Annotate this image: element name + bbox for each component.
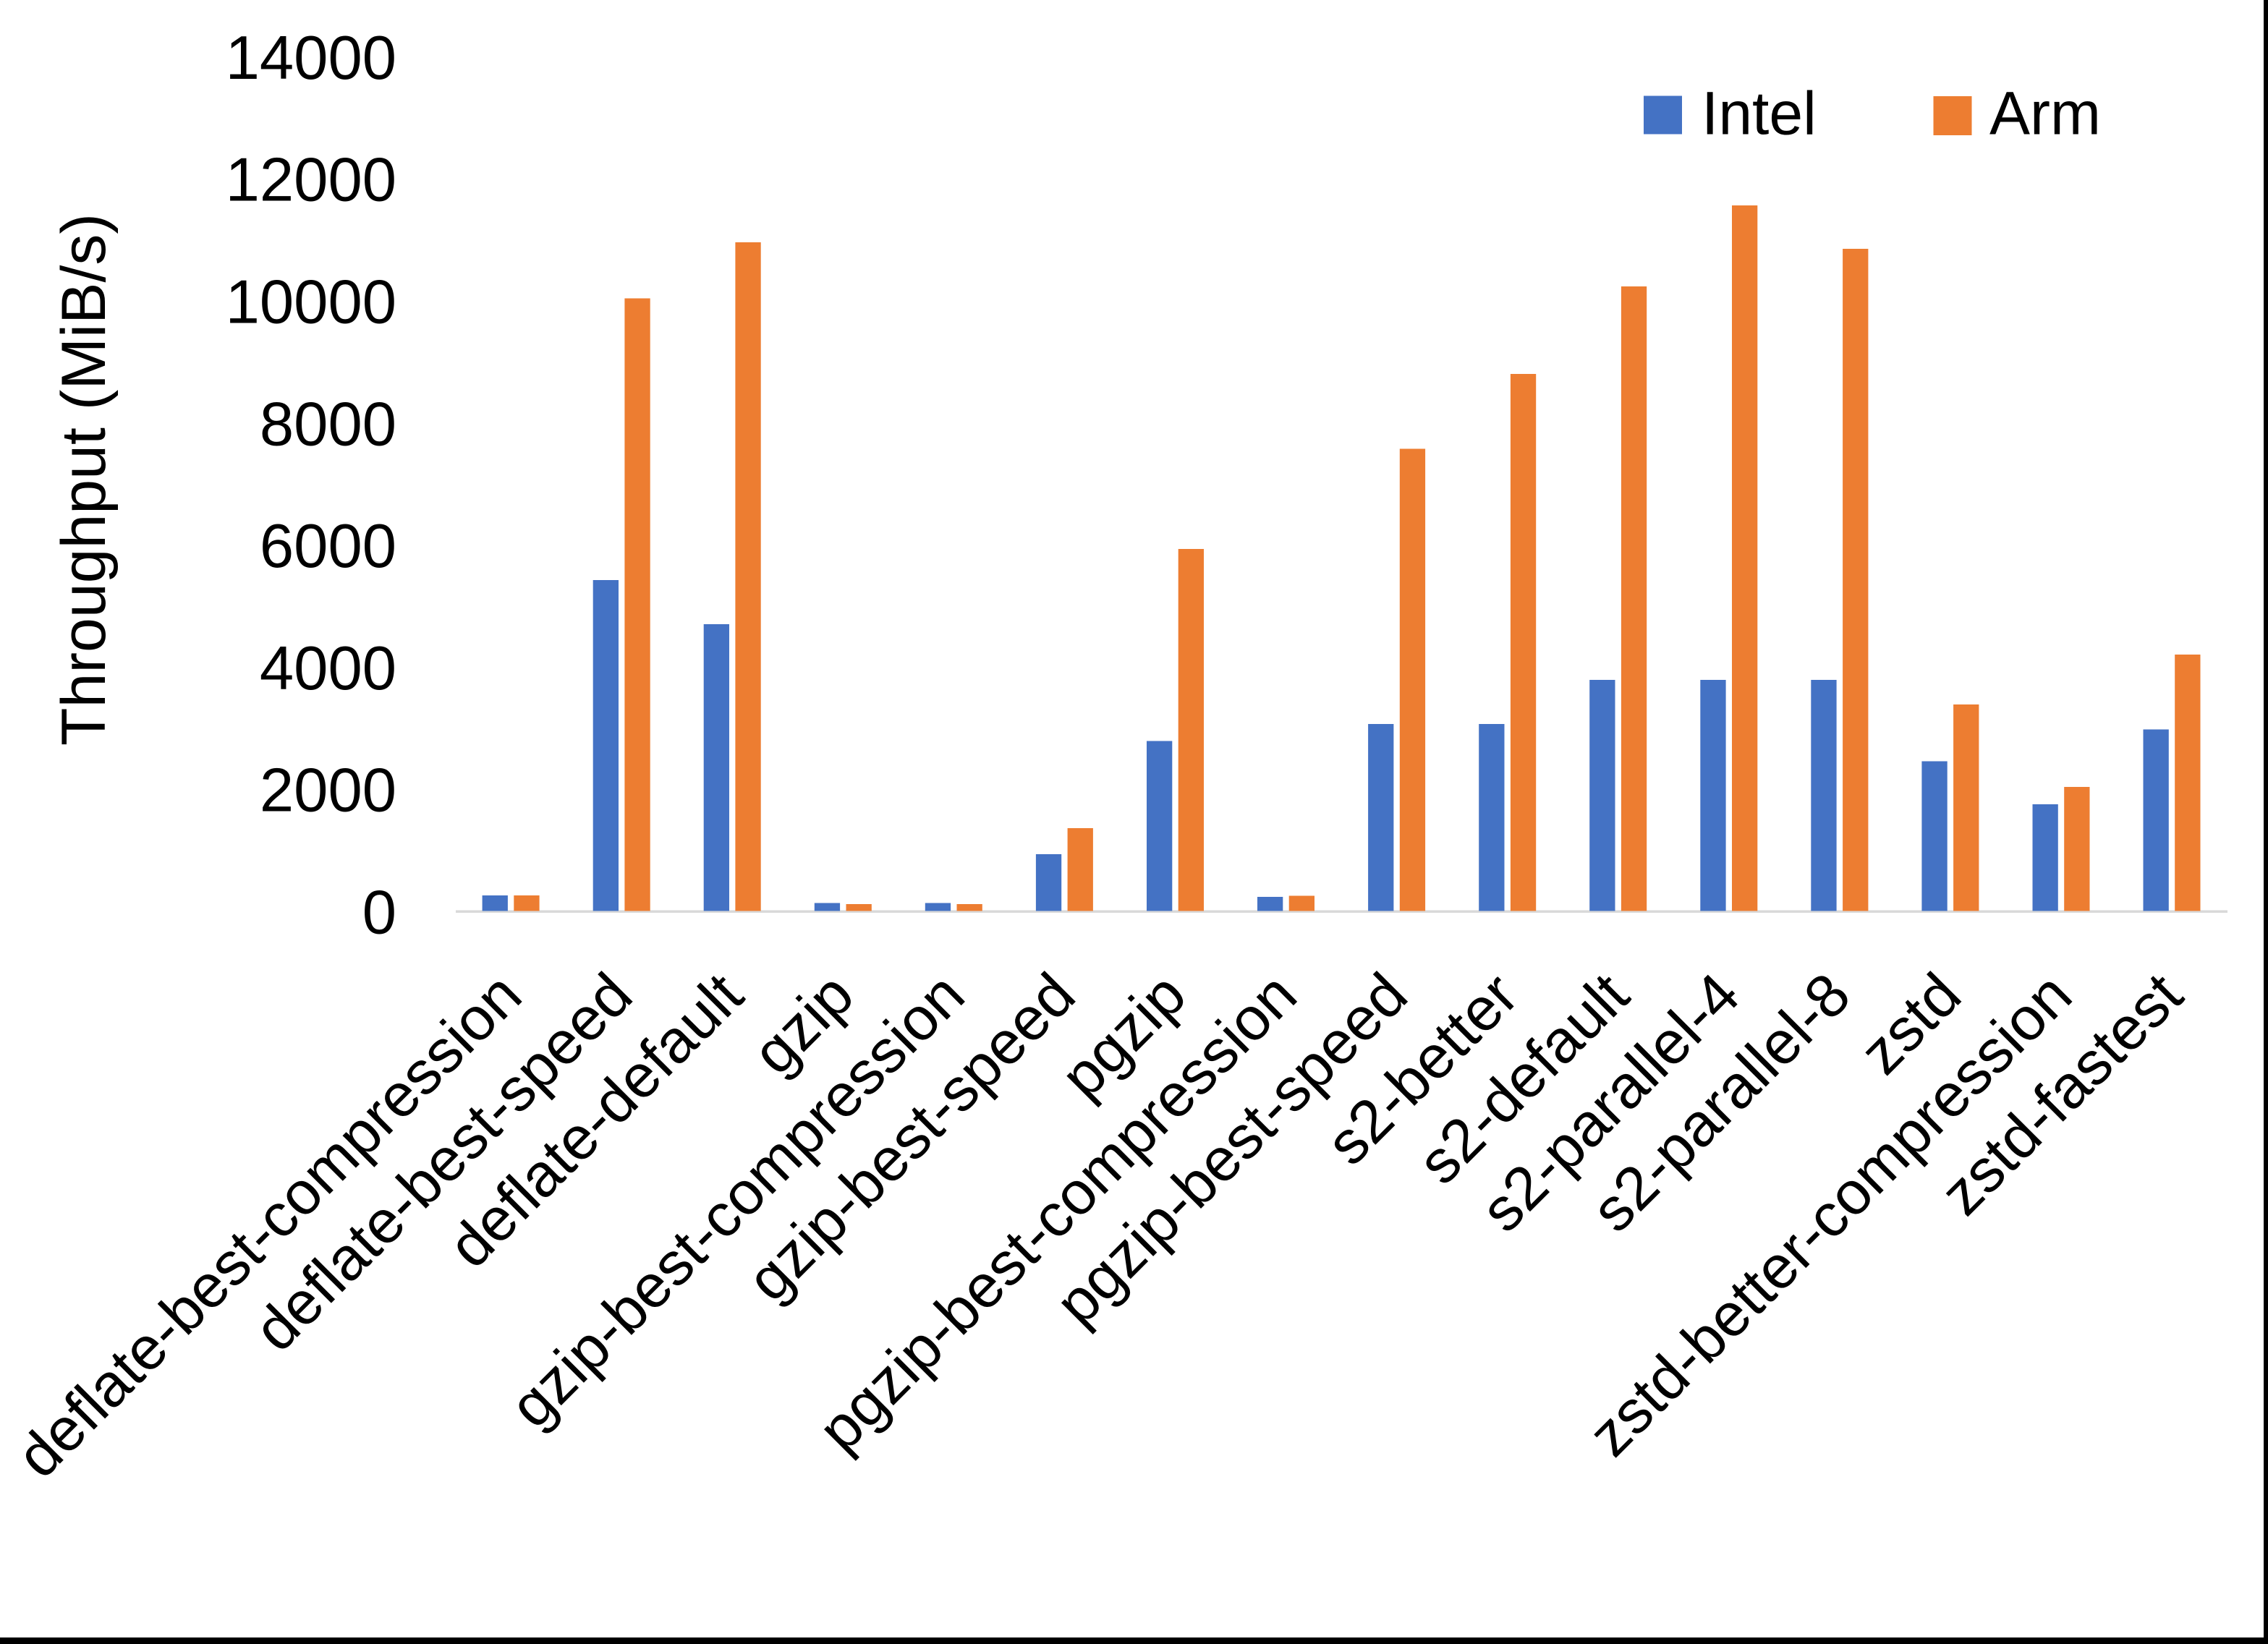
svg-text:4000: 4000: [260, 634, 396, 703]
svg-text:10000: 10000: [226, 268, 396, 337]
svg-text:14000: 14000: [226, 24, 396, 93]
svg-text:Arm: Arm: [1989, 80, 2101, 148]
svg-text:8000: 8000: [260, 390, 396, 459]
svg-text:0: 0: [362, 879, 396, 947]
svg-text:2000: 2000: [260, 757, 396, 825]
svg-text:12000: 12000: [226, 146, 396, 215]
svg-text:Throughput (MiB/s): Throughput (MiB/s): [49, 213, 119, 746]
svg-text:Intel: Intel: [1702, 80, 1817, 148]
svg-text:6000: 6000: [260, 512, 396, 581]
